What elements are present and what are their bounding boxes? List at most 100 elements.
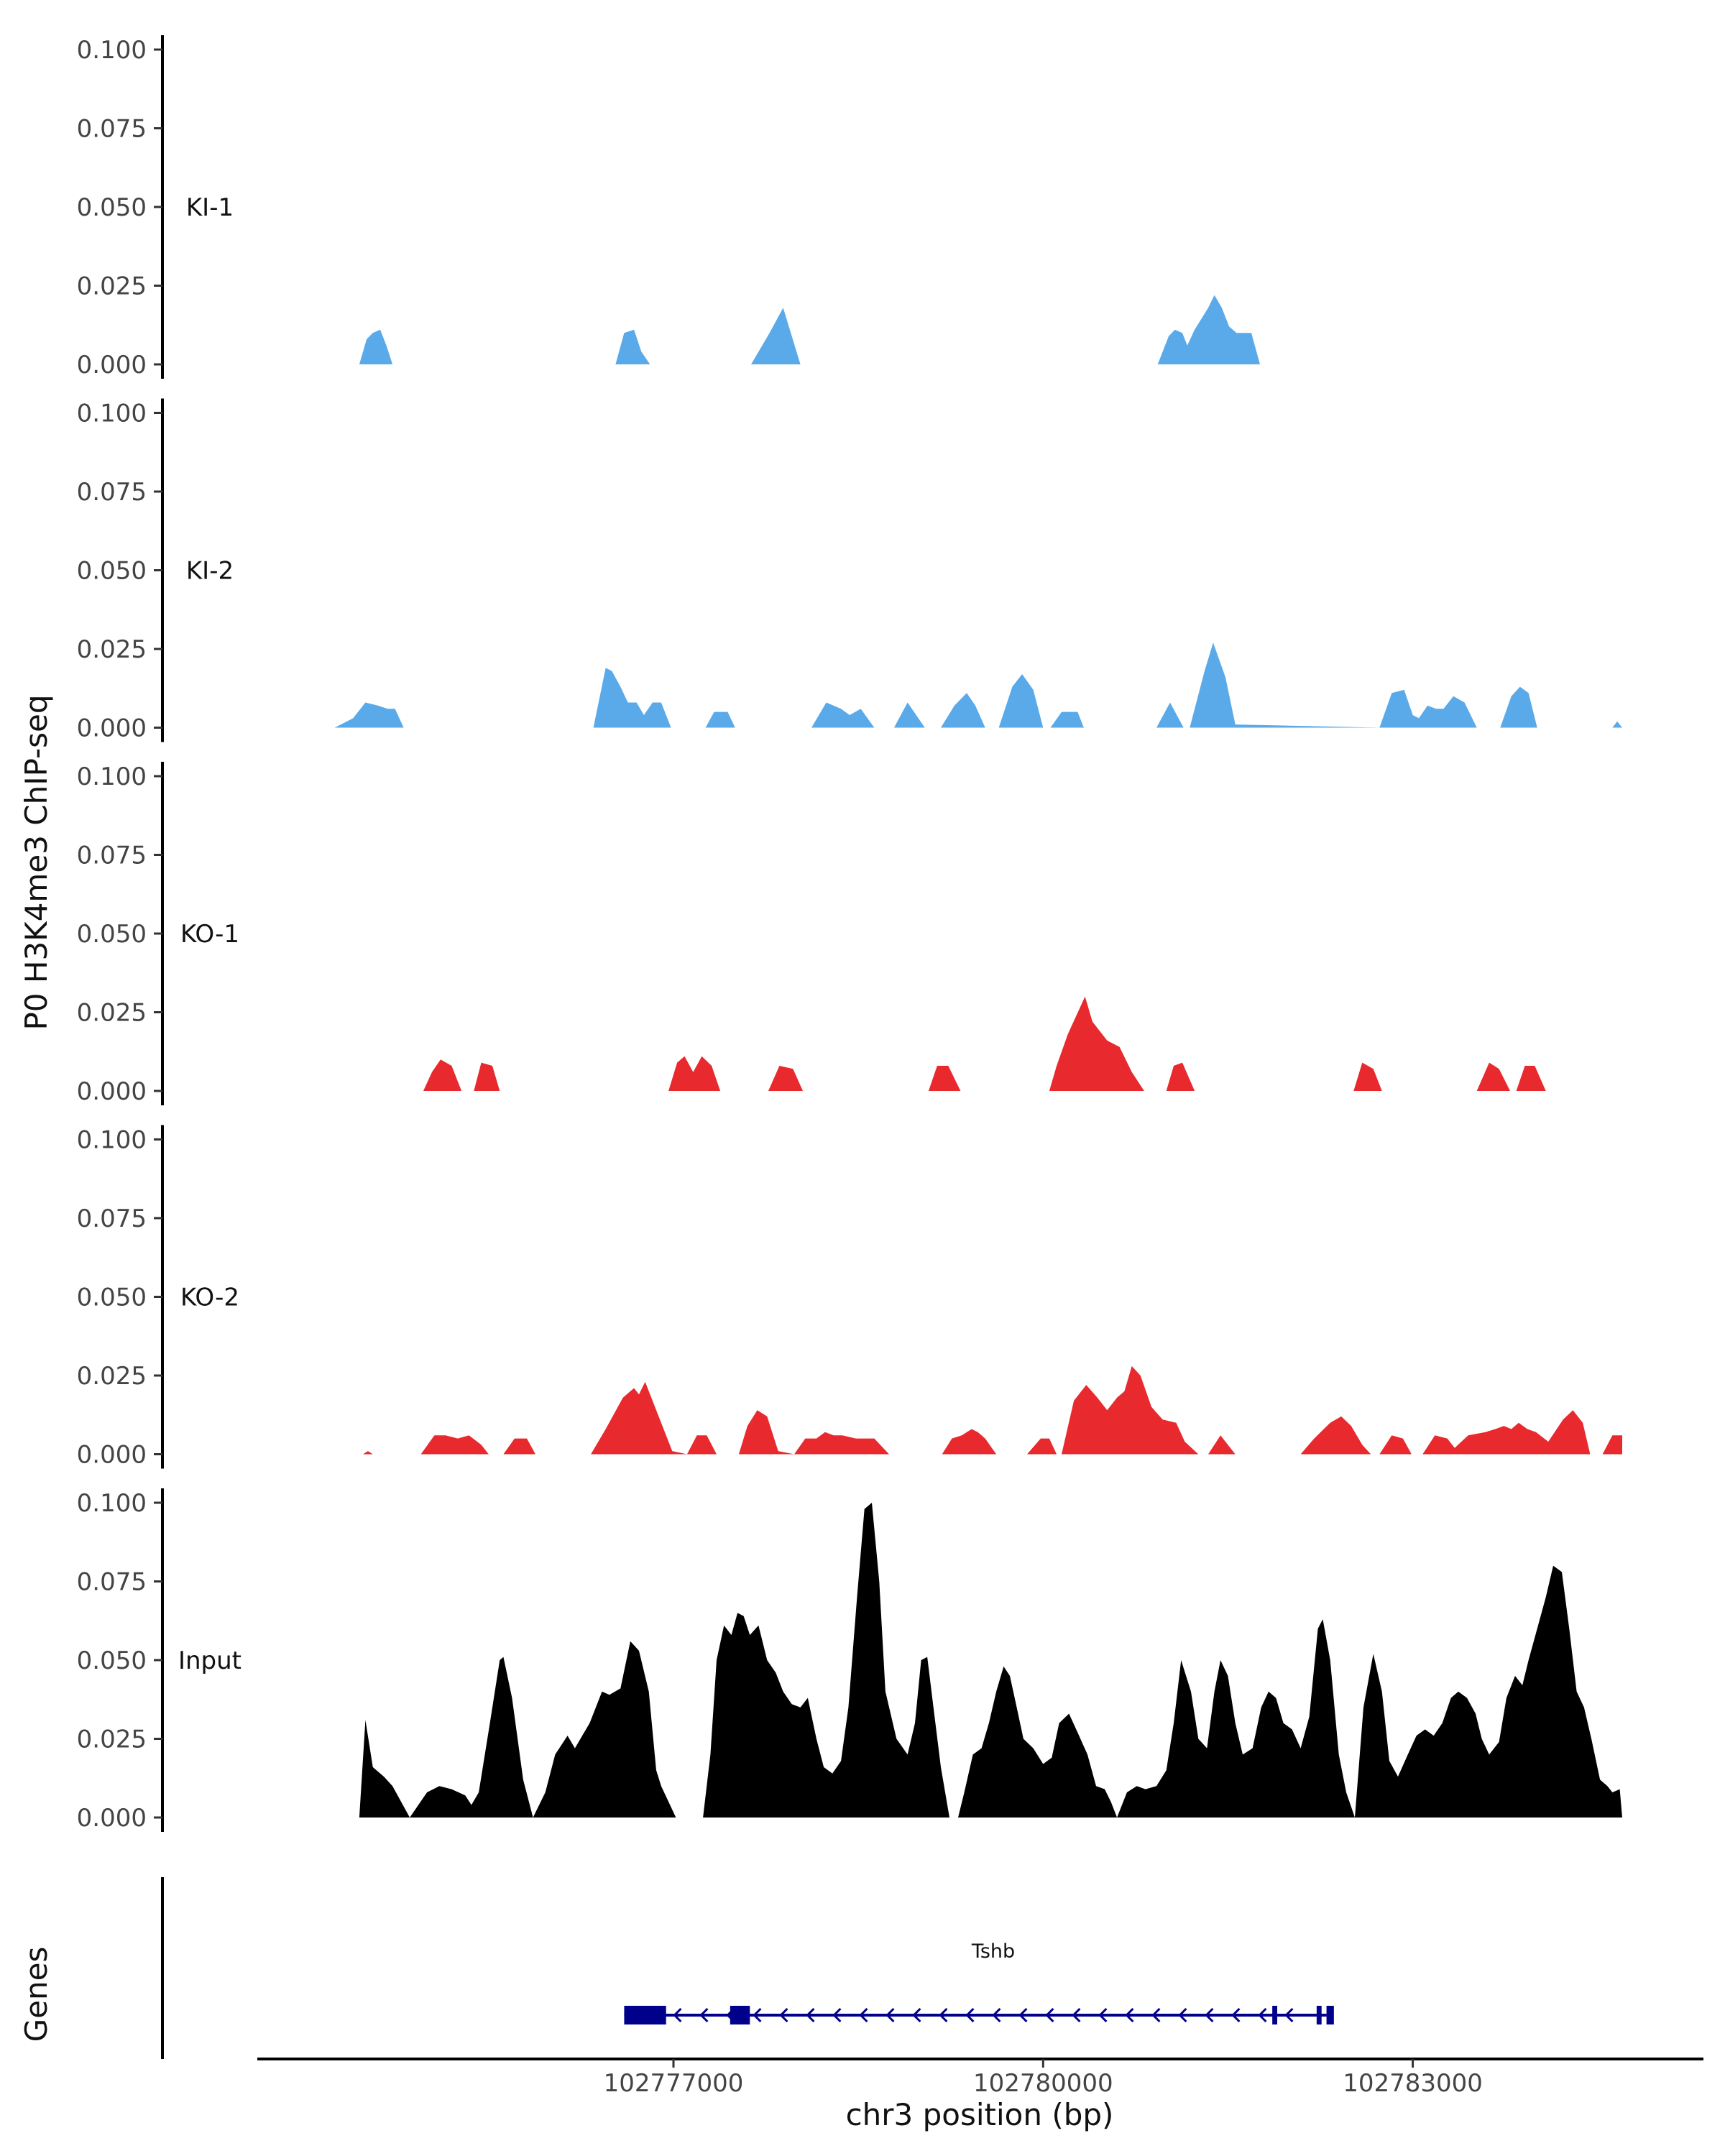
gene-exon bbox=[1316, 2006, 1322, 2024]
x-tick-label: 102777000 bbox=[604, 2069, 744, 2098]
track-label: KO-1 bbox=[180, 920, 239, 949]
strand-arrow bbox=[1258, 2007, 1267, 2023]
strand-arrow bbox=[1045, 2007, 1054, 2023]
y-tick-label: 0.000 bbox=[77, 1804, 147, 1833]
strand-arrow bbox=[965, 2007, 975, 2023]
strand-arrow bbox=[912, 2007, 921, 2023]
strand-arrow bbox=[992, 2007, 1001, 2023]
genes-panel: Tshb bbox=[161, 1877, 1334, 2059]
coverage-peak bbox=[768, 1066, 803, 1091]
coverage-peak bbox=[423, 1059, 462, 1091]
y-tick-label: 0.050 bbox=[77, 557, 147, 586]
coverage-peak bbox=[1117, 1619, 1355, 1818]
strand-arrow bbox=[1072, 2007, 1081, 2023]
coverage-peak bbox=[359, 329, 393, 364]
y-axis-title: P0 H3K4me3 ChIP-seq bbox=[19, 694, 54, 1030]
coverage-peak bbox=[1516, 1066, 1546, 1091]
strand-arrow bbox=[886, 2007, 895, 2023]
coverage-peak bbox=[1379, 1435, 1412, 1455]
y-tick-label: 0.025 bbox=[77, 1726, 147, 1754]
strand-arrow bbox=[779, 2007, 788, 2023]
y-tick-label: 0.075 bbox=[77, 842, 147, 870]
coverage-peak bbox=[738, 1410, 794, 1455]
coverage-peak bbox=[1157, 295, 1260, 364]
y-tick-label: 0.000 bbox=[77, 1441, 147, 1470]
track-label: Input bbox=[178, 1646, 242, 1675]
track-panel-input: 0.000 0.025 0.050 0.075 0.100 Input bbox=[77, 1488, 1622, 1833]
y-tick-label: 0.075 bbox=[77, 1204, 147, 1233]
strand-arrow bbox=[939, 2007, 948, 2023]
coverage-peak bbox=[941, 693, 985, 728]
y-tick-label: 0.075 bbox=[77, 478, 147, 507]
coverage-peak bbox=[1050, 711, 1084, 728]
y-tick-label: 0.000 bbox=[77, 1077, 147, 1106]
strand-arrow bbox=[832, 2007, 842, 2023]
gene-exon bbox=[730, 2006, 750, 2024]
coverage-peak bbox=[893, 702, 925, 728]
coverage-peak bbox=[593, 668, 671, 728]
y-tick-label: 0.050 bbox=[77, 193, 147, 222]
y-tick-label: 0.000 bbox=[77, 351, 147, 379]
track-panels: 0.0000.0250.0500.0750.100KI-10.0000.0250… bbox=[77, 35, 1622, 1833]
coverage-peak bbox=[1156, 702, 1184, 728]
coverage-peak bbox=[1612, 721, 1622, 728]
coverage-peak bbox=[334, 702, 404, 728]
coverage-peak bbox=[1379, 689, 1477, 728]
y-tick-label: 0.100 bbox=[77, 1489, 147, 1518]
coverage-peak bbox=[1166, 1062, 1195, 1091]
strand-arrow bbox=[699, 2007, 709, 2023]
coverage-peak bbox=[958, 1666, 1118, 1818]
y-tick-label: 0.000 bbox=[77, 714, 147, 743]
y-tick-label: 0.050 bbox=[77, 920, 147, 949]
coverage-peak bbox=[1353, 1062, 1382, 1091]
gene-name-label: Tshb bbox=[971, 1940, 1015, 1963]
y-tick-label: 0.050 bbox=[77, 1646, 147, 1675]
coverage-peak bbox=[928, 1066, 961, 1091]
coverage-peak bbox=[703, 1503, 949, 1818]
coverage-peak bbox=[1027, 1438, 1057, 1455]
coverage-peak bbox=[1062, 1365, 1199, 1455]
strand-arrow bbox=[1125, 2007, 1134, 2023]
gene-exon bbox=[1326, 2006, 1334, 2024]
gene-exon bbox=[624, 2006, 666, 2024]
y-tick-label: 0.050 bbox=[77, 1284, 147, 1312]
strand-arrow bbox=[1231, 2007, 1241, 2023]
coverage-peak bbox=[686, 1435, 717, 1455]
coverage-peak bbox=[1049, 996, 1144, 1091]
y-tick-label: 0.025 bbox=[77, 272, 147, 301]
x-tick-label: 102783000 bbox=[1343, 2069, 1483, 2098]
track-panel-ko-1: 0.000 0.025 0.050 0.075 0.100 KO-1 bbox=[77, 762, 1546, 1106]
gene-exon bbox=[1272, 2006, 1277, 2024]
coverage-peak bbox=[1602, 1435, 1622, 1455]
strand-arrow bbox=[1178, 2007, 1187, 2023]
strand-arrow bbox=[859, 2007, 868, 2023]
strand-arrow bbox=[1018, 2007, 1028, 2023]
coverage-peak bbox=[668, 1056, 721, 1091]
x-axis-title: chr3 position (bp) bbox=[846, 2097, 1114, 2132]
y-tick-label: 0.025 bbox=[77, 999, 147, 1028]
coverage-peak bbox=[359, 1720, 410, 1818]
coverage-peak bbox=[1208, 1435, 1236, 1455]
coverage-peak bbox=[1190, 642, 1380, 728]
coverage-peak bbox=[533, 1641, 676, 1818]
track-label: KO-2 bbox=[180, 1284, 239, 1312]
track-panel-ki-1: 0.000 0.025 0.050 0.075 0.100 KI-1 bbox=[77, 35, 1260, 379]
strand-arrow bbox=[673, 2007, 682, 2023]
coverage-peak bbox=[998, 674, 1044, 728]
y-tick-label: 0.100 bbox=[77, 763, 147, 791]
coverage-peak bbox=[794, 1432, 889, 1455]
coverage-peak bbox=[942, 1429, 997, 1455]
coverage-peak bbox=[591, 1381, 687, 1455]
y-tick-label: 0.100 bbox=[77, 36, 147, 65]
y-tick-label: 0.025 bbox=[77, 1362, 147, 1391]
track-panel-ki-2: 0.000 0.025 0.050 0.075 0.100 KI-2 bbox=[77, 398, 1622, 743]
track-label: KI-1 bbox=[186, 193, 234, 222]
coverage-peak bbox=[705, 711, 735, 728]
coverage-peak bbox=[615, 329, 650, 364]
track-panel-ko-2: 0.000 0.025 0.050 0.075 0.100 KO-2 bbox=[77, 1125, 1622, 1470]
coverage-peak bbox=[1476, 1062, 1510, 1091]
coverage-peak bbox=[420, 1435, 489, 1455]
coverage-peak bbox=[1422, 1410, 1591, 1455]
